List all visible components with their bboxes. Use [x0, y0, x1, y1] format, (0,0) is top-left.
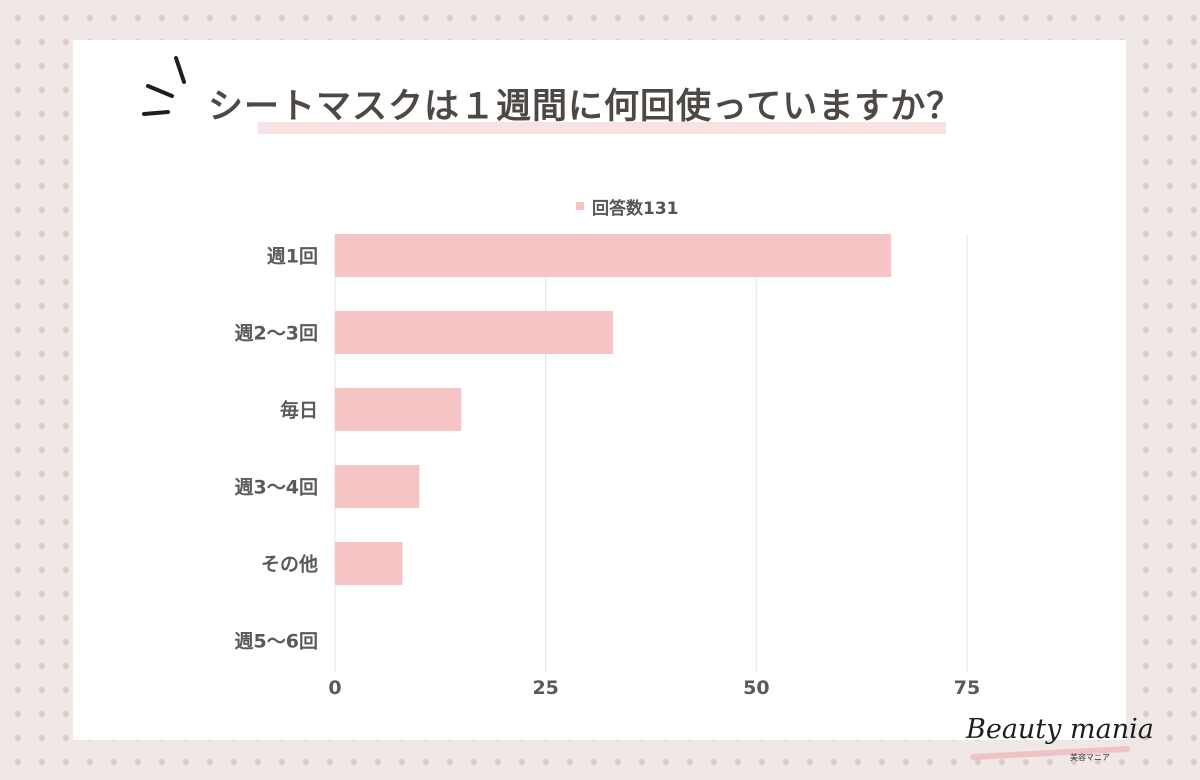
- brand-logo: Beauty mania 美容マニア: [966, 712, 1156, 768]
- title-area: シートマスクは１週間に何回使っていますか？: [0, 0, 1200, 150]
- category-label-2: 毎日: [280, 399, 318, 422]
- legend-swatch: [576, 202, 584, 210]
- x-tick-label-3: 75: [954, 677, 980, 699]
- x-tick-label-1: 25: [532, 677, 558, 699]
- bar-1: [335, 311, 614, 354]
- chart-title: シートマスクは１週間に何回使っていますか？: [208, 87, 963, 127]
- bar-4: [335, 542, 403, 585]
- category-label-3: 週3〜4回: [235, 477, 318, 499]
- bar-2: [335, 388, 462, 431]
- category-label-4: その他: [261, 553, 318, 576]
- brand-subtitle: 美容マニア: [1070, 753, 1110, 762]
- category-label-0: 週1回: [267, 246, 318, 268]
- brand-name: Beauty mania: [966, 714, 1154, 745]
- legend-label: 回答数131: [592, 198, 679, 219]
- x-tick-label-2: 50: [743, 677, 769, 699]
- category-label-5: 週5〜6回: [235, 631, 318, 653]
- bar-0: [335, 234, 892, 277]
- x-tick-label-0: 0: [328, 677, 341, 699]
- legend: 回答数131: [576, 194, 679, 219]
- bar-3: [335, 465, 420, 508]
- accent-strokes-icon: [142, 56, 186, 116]
- category-label-1: 週2〜3回: [235, 323, 318, 345]
- title-highlight: [258, 122, 946, 134]
- chart-card: [73, 40, 1126, 740]
